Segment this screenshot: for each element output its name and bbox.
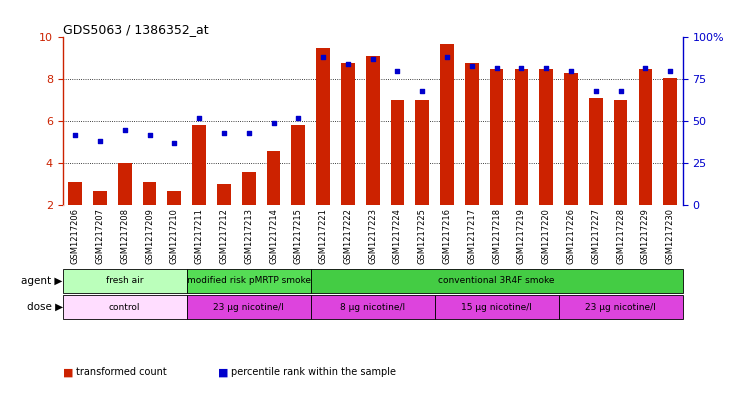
Point: [565, 68, 577, 74]
FancyBboxPatch shape: [559, 295, 683, 319]
Bar: [69, 182, 82, 205]
Point: [590, 88, 601, 94]
Bar: [266, 151, 280, 205]
Text: GSM1217217: GSM1217217: [467, 208, 476, 264]
Bar: [638, 69, 652, 205]
Point: [540, 64, 552, 71]
Text: ■: ■: [63, 367, 73, 377]
Point: [491, 64, 503, 71]
Text: GSM1217209: GSM1217209: [145, 208, 154, 264]
Text: GSM1217211: GSM1217211: [195, 208, 204, 264]
Text: GSM1217210: GSM1217210: [170, 208, 179, 264]
Bar: [118, 163, 131, 205]
Text: GSM1217225: GSM1217225: [418, 208, 427, 264]
Bar: [589, 98, 603, 205]
Text: GSM1217219: GSM1217219: [517, 208, 526, 264]
Point: [416, 88, 428, 94]
Bar: [415, 100, 429, 205]
Text: GSM1217206: GSM1217206: [71, 208, 80, 264]
Point: [218, 130, 230, 136]
Text: GSM1217214: GSM1217214: [269, 208, 278, 264]
Text: GSM1217230: GSM1217230: [666, 208, 675, 264]
Point: [615, 88, 627, 94]
Text: 23 μg nicotine/l: 23 μg nicotine/l: [213, 303, 284, 312]
Text: GSM1217221: GSM1217221: [319, 208, 328, 264]
Point: [640, 64, 652, 71]
Text: control: control: [109, 303, 140, 312]
Text: dose ▶: dose ▶: [27, 302, 63, 312]
Point: [69, 132, 81, 138]
Text: GSM1217212: GSM1217212: [219, 208, 228, 264]
Point: [292, 115, 304, 121]
Text: GSM1217227: GSM1217227: [591, 208, 600, 264]
Text: transformed count: transformed count: [76, 367, 167, 377]
FancyBboxPatch shape: [311, 268, 683, 293]
Bar: [366, 56, 379, 205]
Bar: [142, 182, 156, 205]
Bar: [465, 62, 479, 205]
Text: GSM1217218: GSM1217218: [492, 208, 501, 264]
FancyBboxPatch shape: [63, 268, 187, 293]
Text: 15 μg nicotine/l: 15 μg nicotine/l: [461, 303, 532, 312]
Bar: [539, 69, 553, 205]
Bar: [514, 69, 528, 205]
Text: GSM1217229: GSM1217229: [641, 208, 650, 264]
Point: [119, 127, 131, 133]
FancyBboxPatch shape: [187, 295, 311, 319]
Point: [466, 63, 477, 69]
Text: GSM1217213: GSM1217213: [244, 208, 253, 264]
Point: [268, 120, 280, 126]
Text: GSM1217215: GSM1217215: [294, 208, 303, 264]
Text: GSM1217208: GSM1217208: [120, 208, 129, 264]
Bar: [614, 100, 627, 205]
FancyBboxPatch shape: [435, 295, 559, 319]
Text: 23 μg nicotine/l: 23 μg nicotine/l: [585, 303, 656, 312]
Bar: [317, 48, 330, 205]
Point: [664, 68, 676, 74]
Bar: [292, 125, 305, 205]
Point: [317, 54, 329, 61]
FancyBboxPatch shape: [311, 295, 435, 319]
Point: [367, 56, 379, 62]
Point: [168, 140, 180, 146]
Text: 8 μg nicotine/l: 8 μg nicotine/l: [340, 303, 405, 312]
Text: GSM1217224: GSM1217224: [393, 208, 402, 264]
Bar: [93, 191, 107, 205]
Bar: [168, 191, 181, 205]
Point: [392, 68, 404, 74]
FancyBboxPatch shape: [187, 268, 311, 293]
Bar: [663, 78, 677, 205]
Point: [516, 64, 528, 71]
Text: GSM1217207: GSM1217207: [95, 208, 104, 264]
Text: ■: ■: [218, 367, 228, 377]
Point: [441, 54, 453, 61]
Point: [94, 138, 106, 145]
Text: agent ▶: agent ▶: [21, 276, 63, 286]
Bar: [490, 69, 503, 205]
Text: conventional 3R4F smoke: conventional 3R4F smoke: [438, 276, 555, 285]
Text: percentile rank within the sample: percentile rank within the sample: [231, 367, 396, 377]
Text: GSM1217223: GSM1217223: [368, 208, 377, 264]
Point: [342, 61, 354, 67]
Bar: [341, 62, 355, 205]
Text: GSM1217228: GSM1217228: [616, 208, 625, 264]
FancyBboxPatch shape: [63, 295, 187, 319]
Bar: [193, 125, 206, 205]
Point: [193, 115, 205, 121]
Bar: [217, 184, 231, 205]
Text: fresh air: fresh air: [106, 276, 143, 285]
Bar: [565, 73, 578, 205]
Text: GSM1217220: GSM1217220: [542, 208, 551, 264]
Bar: [441, 44, 454, 205]
Bar: [242, 172, 255, 205]
Bar: [390, 100, 404, 205]
Text: GSM1217222: GSM1217222: [343, 208, 352, 264]
Text: GDS5063 / 1386352_at: GDS5063 / 1386352_at: [63, 23, 208, 36]
Text: GSM1217226: GSM1217226: [567, 208, 576, 264]
Point: [144, 132, 156, 138]
Text: modified risk pMRTP smoke: modified risk pMRTP smoke: [187, 276, 311, 285]
Point: [243, 130, 255, 136]
Text: GSM1217216: GSM1217216: [443, 208, 452, 264]
